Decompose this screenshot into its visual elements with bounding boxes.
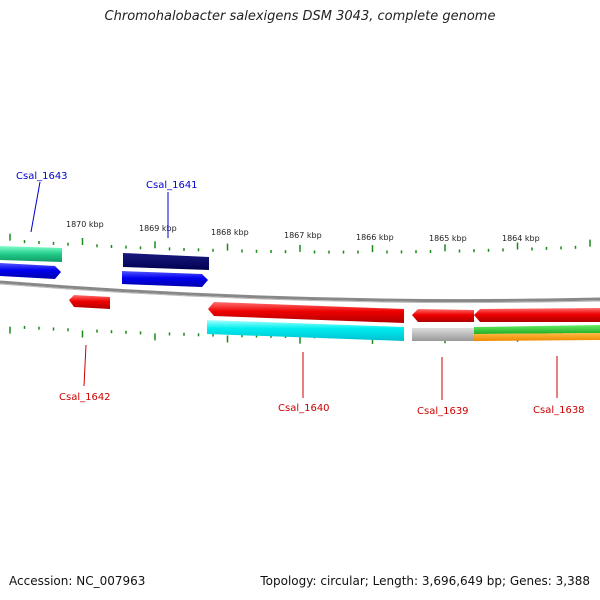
gene-label-csal-1642[interactable]: Csal_1642 xyxy=(59,392,111,403)
gene-csal-1639-gray[interactable] xyxy=(412,328,474,341)
gene-forward-blue-right[interactable] xyxy=(122,271,208,287)
gene-csal-1638-orange[interactable] xyxy=(474,333,600,341)
map-title: Chromohalobacter salexigens DSM 3043, co… xyxy=(104,9,496,24)
kbp-label-1869: 1869 kbp xyxy=(139,224,177,233)
kbp-label-1866: 1866 kbp xyxy=(356,233,394,242)
kbp-label-1870: 1870 kbp xyxy=(66,220,104,229)
gene-label-csal-1641[interactable]: Csal_1641 xyxy=(146,180,198,191)
gene-csal-1639-arrow[interactable] xyxy=(412,309,474,322)
label-line-csal-1643 xyxy=(30,181,41,233)
gene-forward-blue-left[interactable] xyxy=(0,263,61,279)
gene-csal-1640-arrow[interactable] xyxy=(208,302,404,323)
gene-csal-1640-cyan[interactable] xyxy=(207,320,404,341)
kbp-label-1867: 1867 kbp xyxy=(284,231,322,240)
gene-csal-1641-arrow[interactable] xyxy=(123,253,209,270)
gene-csal-1638-green[interactable] xyxy=(474,325,600,334)
label-line-csal-1642 xyxy=(83,344,87,387)
kbp-label-1868: 1868 kbp xyxy=(211,228,249,237)
gene-label-csal-1638[interactable]: Csal_1638 xyxy=(533,405,585,416)
outer-scale-ticks xyxy=(9,233,591,254)
genome-backbone xyxy=(0,280,600,303)
kbp-label-1865: 1865 kbp xyxy=(429,234,467,243)
gene-csal-1642-arrow[interactable] xyxy=(69,295,110,309)
gene-label-csal-1640[interactable]: Csal_1640 xyxy=(278,403,330,414)
gene-label-csal-1639[interactable]: Csal_1639 xyxy=(417,406,469,417)
accession-text: Accession: NC_007963 xyxy=(9,574,146,588)
gene-label-csal-1643[interactable]: Csal_1643 xyxy=(16,171,68,182)
kbp-label-1864: 1864 kbp xyxy=(502,234,540,243)
gene-csal-1638-arrow[interactable] xyxy=(474,308,600,322)
gene-csal-1643-arrow[interactable] xyxy=(0,246,62,262)
genome-stats-text: Topology: circular; Length: 3,696,649 bp… xyxy=(260,574,590,588)
